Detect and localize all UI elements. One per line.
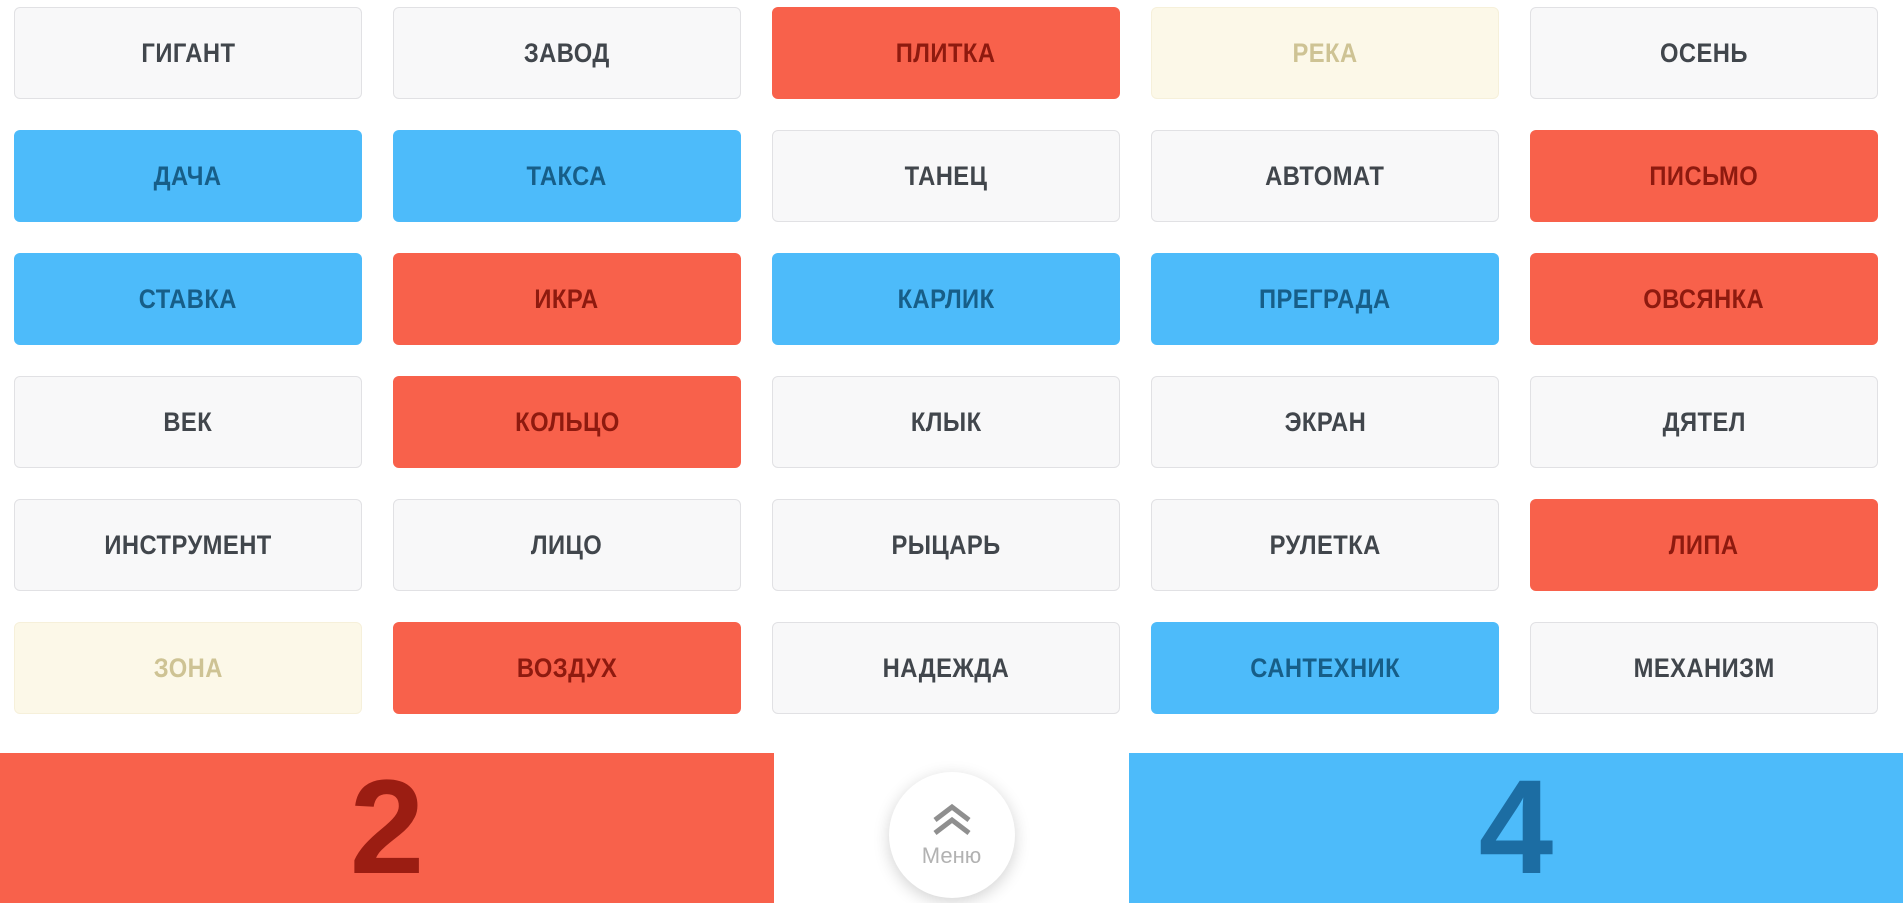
blue-team-score-block: 4 — [1129, 753, 1903, 903]
word-card: СТАВКА — [14, 253, 362, 345]
word-card-label: ЗОНА — [153, 652, 223, 683]
word-card-label: ГИГАНТ — [141, 37, 235, 68]
word-card: ПРЕГРАДА — [1151, 253, 1499, 345]
word-card-label: ДЯТЕЛ — [1662, 406, 1746, 437]
word-card: ИКРА — [393, 253, 741, 345]
word-card: ПЛИТКА — [772, 7, 1120, 99]
word-card[interactable]: ИНСТРУМЕНТ — [14, 499, 362, 591]
double-chevron-up-icon — [932, 803, 971, 835]
word-card-label: КОЛЬЦО — [514, 406, 620, 437]
word-card[interactable]: ВЕК — [14, 376, 362, 468]
word-card[interactable]: ТАНЕЦ — [772, 130, 1120, 222]
word-card-label: ЭКРАН — [1284, 406, 1366, 437]
word-card-label: ЗАВОД — [524, 37, 610, 68]
word-card[interactable]: ГИГАНТ — [14, 7, 362, 99]
word-card[interactable]: ЛИЦО — [393, 499, 741, 591]
word-card: ЛИПА — [1530, 499, 1878, 591]
score-bar: 2 Меню 4 — [0, 753, 1903, 903]
word-card-label: ИНСТРУМЕНТ — [104, 529, 272, 560]
word-card: ОВСЯНКА — [1530, 253, 1878, 345]
menu-button[interactable]: Меню — [888, 772, 1015, 898]
menu-button-label: Меню — [921, 843, 982, 868]
word-card: ТАКСА — [393, 130, 741, 222]
word-card: ЗОНА — [14, 622, 362, 714]
word-card: КОЛЬЦО — [393, 376, 741, 468]
word-grid: ГИГАНТ ЗАВОД ПЛИТКА РЕКА ОСЕНЬ ДАЧА ТАКСА ТАНЕЦ… — [14, 7, 1878, 714]
word-card-label: ПРЕГРАДА — [1259, 283, 1391, 314]
word-card-label: СТАВКА — [138, 283, 238, 314]
word-card-label: ТАКСА — [526, 160, 608, 191]
word-card: ДАЧА — [14, 130, 362, 222]
word-card-label: ДАЧА — [154, 160, 222, 191]
word-card-label: ВЕК — [163, 406, 213, 437]
word-card: ВОЗДУХ — [393, 622, 741, 714]
word-card-label: ЛИЦО — [531, 529, 603, 560]
red-team-score-block: 2 — [0, 753, 774, 903]
word-card[interactable]: РЫЦАРЬ — [772, 499, 1120, 591]
word-card-label: ТАНЕЦ — [904, 160, 988, 191]
word-card-label: РЕКА — [1292, 37, 1358, 68]
word-card[interactable]: ЭКРАН — [1151, 376, 1499, 468]
word-card[interactable]: ОСЕНЬ — [1530, 7, 1878, 99]
red-remaining-count: 2 — [349, 753, 425, 902]
word-card[interactable]: КЛЫК — [772, 376, 1120, 468]
word-card[interactable]: ДЯТЕЛ — [1530, 376, 1878, 468]
word-card: РЕКА — [1151, 7, 1499, 99]
word-card: САНТЕХНИК — [1151, 622, 1499, 714]
word-card-label: РУЛЕТКА — [1269, 529, 1381, 560]
word-card: КАРЛИК — [772, 253, 1120, 345]
word-card-label: ПИСЬМО — [1649, 160, 1759, 191]
word-card-label: ЛИПА — [1669, 529, 1739, 560]
blue-remaining-count: 4 — [1478, 753, 1554, 902]
word-card-label: ИКРА — [534, 283, 600, 314]
word-card-label: КЛЫК — [910, 406, 982, 437]
score-bar-gap: Меню — [774, 753, 1129, 903]
word-card-label: МЕХАНИЗМ — [1633, 652, 1775, 683]
word-card[interactable]: РУЛЕТКА — [1151, 499, 1499, 591]
word-card-label: ВОЗДУХ — [516, 652, 618, 683]
word-card: ПИСЬМО — [1530, 130, 1878, 222]
word-card[interactable]: НАДЕЖДА — [772, 622, 1120, 714]
word-card-label: ПЛИТКА — [896, 37, 996, 68]
word-card-label: НАДЕЖДА — [882, 652, 1010, 683]
word-card-label: ОСЕНЬ — [1660, 37, 1748, 68]
word-card-label: РЫЦАРЬ — [891, 529, 1001, 560]
word-card[interactable]: МЕХАНИЗМ — [1530, 622, 1878, 714]
word-card[interactable]: ЗАВОД — [393, 7, 741, 99]
word-card[interactable]: АВТОМАТ — [1151, 130, 1499, 222]
word-card-label: САНТЕХНИК — [1250, 652, 1400, 683]
word-card-label: АВТОМАТ — [1265, 160, 1385, 191]
word-card-label: КАРЛИК — [897, 283, 995, 314]
word-card-label: ОВСЯНКА — [1643, 283, 1765, 314]
